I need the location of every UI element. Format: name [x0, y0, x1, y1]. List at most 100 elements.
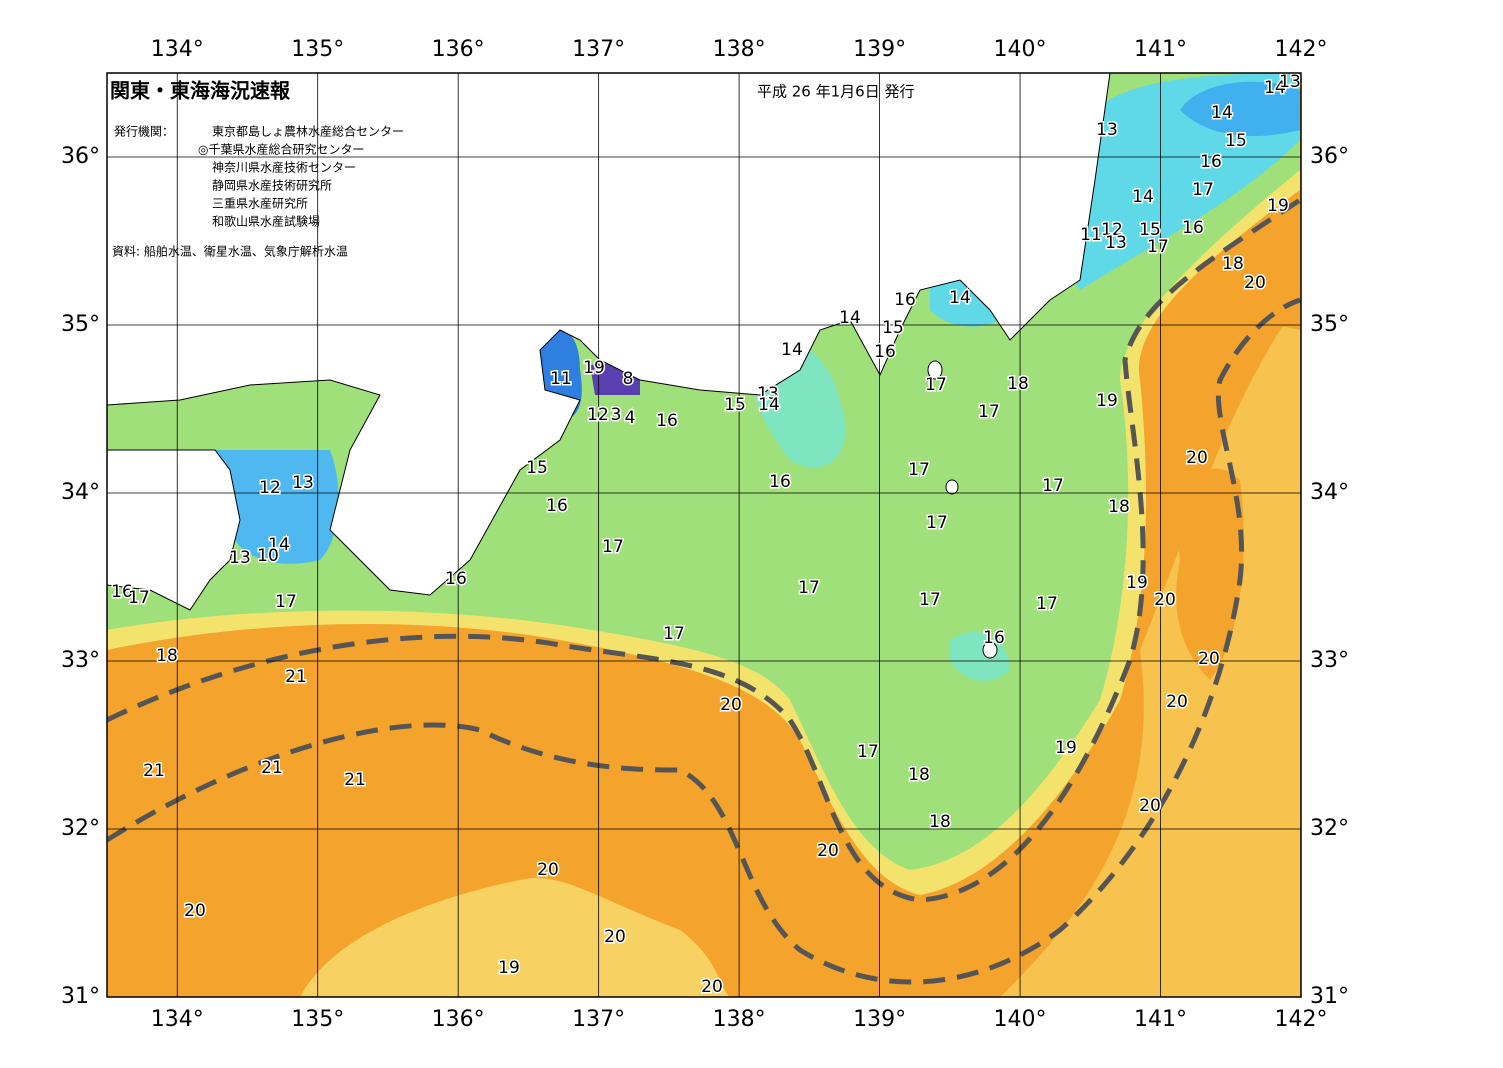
isotherm-label: 13	[757, 384, 779, 404]
isotherm-label: 19	[1096, 391, 1118, 411]
isotherm-label: 19	[498, 958, 520, 978]
isotherm-label: 21	[285, 667, 307, 687]
isotherm-label: 20	[1166, 692, 1188, 712]
isotherm-label: 13	[1096, 120, 1118, 140]
agency: 三重県水産研究所	[212, 196, 308, 211]
lat-tick-label: 34°	[61, 480, 100, 505]
cold-channel	[215, 450, 339, 564]
lon-tick-label: 141°	[1134, 1007, 1187, 1032]
isotherm-label: 18	[1108, 497, 1130, 517]
lat-tick-label: 36°	[61, 144, 100, 169]
isotherm-label: 17	[919, 590, 941, 610]
lon-tick-label: 136°	[432, 1007, 485, 1032]
lat-tick-label: 32°	[1310, 816, 1349, 841]
cool-patch	[300, 878, 730, 997]
isotherm-label: 14	[839, 308, 861, 328]
isotherm-label: 17	[857, 742, 879, 762]
isotherm-label: 17	[275, 592, 297, 612]
isotherm-label: 16	[769, 472, 791, 492]
isotherm-label: 3	[611, 405, 622, 425]
lon-tick-label: 134°	[151, 37, 204, 62]
isotherm-label: 15	[1225, 131, 1247, 151]
kuroshio-axis	[107, 197, 1301, 903]
isotherm-label: 15	[526, 458, 548, 478]
isotherm-label: 16	[445, 569, 467, 589]
lon-tick-label: 137°	[572, 1007, 625, 1032]
warm-patch	[1176, 468, 1244, 680]
isotherm-label: 18	[156, 646, 178, 666]
lon-tick-label: 142°	[1275, 1007, 1328, 1032]
land	[107, 449, 241, 611]
isotherm-label: 8	[623, 369, 634, 389]
map-frame	[106, 72, 1302, 998]
lon-tick-label: 137°	[572, 37, 625, 62]
isotherm-label: 17	[926, 513, 948, 533]
isotherm-label: 14	[781, 340, 803, 360]
isotherm-label: 13	[1279, 72, 1301, 92]
isotherm-label: 15	[1139, 220, 1161, 240]
isotherm-label: 18	[1222, 254, 1244, 274]
isotherm-label: 19	[583, 358, 605, 378]
isotherm-label: 21	[261, 758, 283, 778]
isotherm-label: 16	[1200, 152, 1222, 172]
isotherm-label: 4	[625, 408, 636, 428]
isotherm-label: 19	[1267, 196, 1289, 216]
isotherm-label: 14	[268, 535, 290, 555]
warm-patch	[1200, 269, 1300, 330]
isotherm-label: 17	[128, 588, 150, 608]
island	[927, 360, 943, 380]
isotherm-label: 17	[1042, 476, 1064, 496]
isotherm-label: 17	[663, 624, 685, 644]
isotherm-label: 10	[257, 546, 279, 566]
isotherm-label: 14	[758, 395, 780, 415]
isotherm-label: 19	[1055, 738, 1077, 758]
isotherm-label: 14	[1132, 187, 1154, 207]
agencies-label: 発行機関：	[114, 124, 174, 139]
isotherm-label: 20	[701, 977, 723, 997]
data-source: 資料: 船舶水温、衛星水温、気象庁解析水温	[112, 244, 348, 259]
isotherm-label: 20	[1198, 649, 1220, 669]
isotherm-label: 13	[1105, 233, 1127, 253]
agency: 神奈川県水産技術センター	[212, 160, 356, 175]
agency: 東京都島しょ農林水産総合センター	[212, 124, 404, 139]
lon-tick-label: 142°	[1275, 37, 1328, 62]
isotherm-label: 17	[1192, 180, 1214, 200]
isotherm-label: 20	[604, 927, 626, 947]
lon-tick-label: 141°	[1134, 37, 1187, 62]
isotherm-label: 13	[229, 548, 251, 568]
lat-tick-label: 32°	[61, 816, 100, 841]
isotherm-label: 12	[259, 478, 281, 498]
isotherm-label: 17	[1036, 594, 1058, 614]
isotherm-label: 15	[724, 395, 746, 415]
lat-tick-label: 35°	[1310, 312, 1349, 337]
isotherm-label: 12	[1101, 220, 1123, 240]
isotherm-label: 16	[111, 582, 133, 602]
lon-tick-label: 136°	[432, 37, 485, 62]
isotherm-label: 21	[344, 770, 366, 790]
isotherm-label: 17	[798, 578, 820, 598]
isotherm-label: 18	[908, 765, 930, 785]
isotherm-label: 17	[978, 402, 1000, 422]
isotherm-label: 14	[1211, 103, 1233, 123]
isotherm-label: 20	[184, 901, 206, 921]
isotherm-label: 14	[949, 288, 971, 308]
agency: ◎千葉県水産総合研究センター	[198, 142, 364, 157]
isotherm-label: 11	[550, 369, 572, 389]
isotherm-label: 19	[1126, 573, 1148, 593]
map-title: 関東・東海海況速報	[110, 79, 291, 103]
lat-tick-label: 31°	[61, 984, 100, 1009]
lat-tick-label: 31°	[1310, 984, 1349, 1009]
isotherm-label: 20	[817, 841, 839, 861]
isotherm-label: 18	[1007, 374, 1029, 394]
lon-tick-label: 134°	[151, 1007, 204, 1032]
isotherm-label: 21	[143, 761, 165, 781]
land	[107, 73, 1111, 596]
lat-tick-label: 33°	[61, 648, 100, 673]
isotherm-label: 20	[1244, 273, 1266, 293]
lat-tick-label: 35°	[61, 312, 100, 337]
isotherm-label: 12	[587, 405, 609, 425]
isotherm-label: 14	[1264, 78, 1286, 98]
isotherm-label: 16	[1182, 218, 1204, 238]
